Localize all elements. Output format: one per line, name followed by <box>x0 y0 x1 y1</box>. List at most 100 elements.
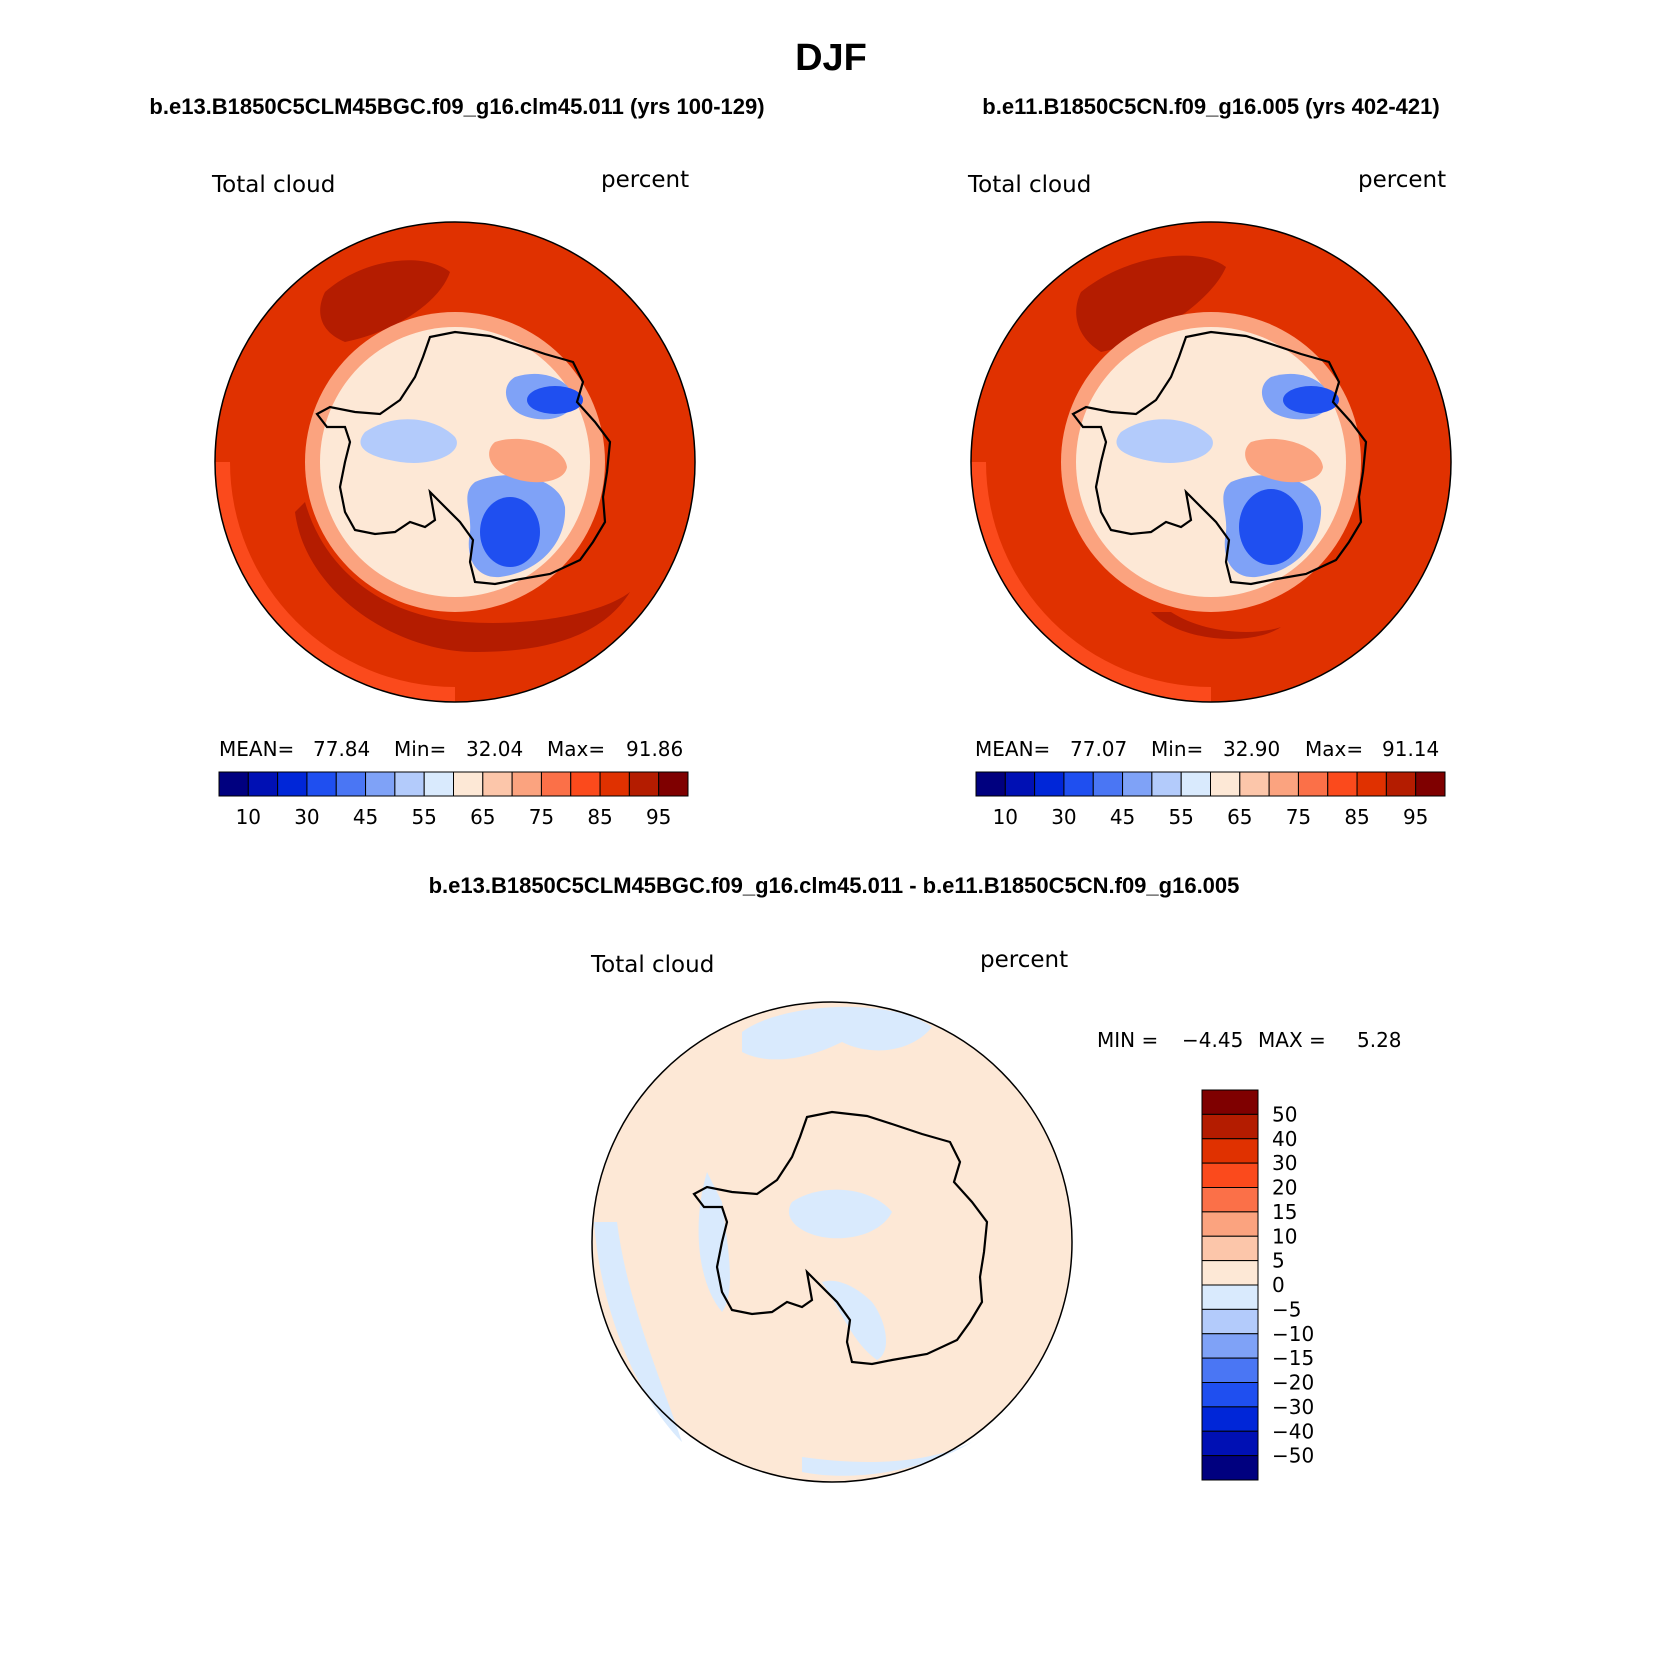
panel1-colorbar-tick-label: 30 <box>294 805 319 829</box>
diff-colorbar-swatch <box>1201 1162 1259 1188</box>
diff-stats: MIN = −4.45 MAX = 5.28 <box>1097 1028 1402 1052</box>
diff-colorbar-swatch <box>1201 1406 1259 1432</box>
panel2-colorbar-tick-label: 10 <box>993 805 1018 829</box>
panel2-title: b.e11.B1850C5CN.f09_g16.005 (yrs 402-421… <box>982 94 1439 119</box>
panel2-colorbar-swatch <box>1004 771 1036 797</box>
panel2-colorbar-swatch <box>1415 771 1446 797</box>
panel2-colorbar-swatch <box>1356 771 1387 797</box>
diff-map <box>591 1001 1073 1483</box>
panel1-variable: Total cloud <box>211 172 335 198</box>
panel2-high-cloud-south <box>1151 612 1281 639</box>
diff-colorbar-swatch <box>1201 1333 1259 1359</box>
diff-colorbar-swatch <box>1201 1235 1259 1262</box>
panel1-high-cloud-band <box>295 502 630 652</box>
panel1-colorbar-swatch <box>482 771 513 797</box>
panel2-map-border <box>970 221 1452 703</box>
panel2-min-label: Min= <box>1151 737 1203 761</box>
diff-colorbar-tick-label: −5 <box>1272 1297 1301 1321</box>
panel1-colorbar-swatch <box>423 771 454 797</box>
panel2-high-cloud-north <box>1076 255 1226 352</box>
diff-colorbar-tick-label: 5 <box>1272 1249 1285 1273</box>
diff-negative-ross <box>822 1280 887 1360</box>
panel2-colorbar-swatch <box>1092 771 1124 797</box>
panel1-high-cloud-north <box>320 260 450 342</box>
panel1-colorbar-tick-label: 75 <box>529 805 554 829</box>
panel1-colorbar-swatch <box>628 771 660 797</box>
panel1-cloud-min-se <box>480 497 540 567</box>
panel1-stats: MEAN= 77.84 Min= 32.04 Max= 91.86 <box>219 737 683 761</box>
panel1-rim <box>215 462 455 702</box>
diff-min-label: MIN = <box>1097 1028 1158 1052</box>
panel2-mean-label: MEAN= <box>975 737 1050 761</box>
panel1-colorbar-swatch <box>306 771 337 797</box>
panel2-colorbar-tick-label: 65 <box>1227 805 1252 829</box>
diff-title: b.e13.B1850C5CLM45BGC.f09_g16.clm45.011 … <box>429 873 1240 898</box>
panel2-map <box>970 221 1452 703</box>
panel2-colorbar-tick-label: 75 <box>1286 805 1311 829</box>
panel2-colorbar-swatch <box>1210 771 1241 797</box>
diff-panel: Total cloud percent MIN = −4.45 MAX = 5.… <box>590 947 1402 1483</box>
panel1-colorbar: 10 30 45 55 65 75 85 95 <box>218 771 689 829</box>
diff-colorbar-tick-label: −30 <box>1272 1395 1314 1419</box>
diff-max-value: 5.28 <box>1357 1028 1402 1052</box>
panel1-colorbar-swatch <box>453 771 484 797</box>
panel1-colorbar-swatch <box>658 771 689 797</box>
panel1-max-value: 91.86 <box>626 737 683 761</box>
panel2: Total cloud percent MEAN= 77.07 Min= 32.… <box>967 167 1452 829</box>
diff-colorbar-tick-label: 20 <box>1272 1176 1297 1200</box>
panel1-map-border <box>214 221 696 703</box>
panel2-colorbar-swatch <box>1063 771 1094 797</box>
panel1-colorbar-swatch <box>511 771 542 797</box>
diff-colorbar-tick-label: −40 <box>1272 1419 1314 1443</box>
panel2-colorbar-tick-label: 45 <box>1110 805 1135 829</box>
panel1-colorbar-swatch <box>540 771 572 797</box>
panel1-mean-label: MEAN= <box>219 737 294 761</box>
panel2-colorbar-tick-label: 95 <box>1403 805 1428 829</box>
diff-colorbar-swatch <box>1201 1455 1259 1481</box>
panel1-colorbar-swatch <box>599 771 630 797</box>
diff-colorbar-tick-label: 10 <box>1272 1224 1297 1248</box>
panel1-colorbar-swatch <box>570 771 601 797</box>
diff-colorbar-swatch <box>1201 1138 1259 1164</box>
panel2-colorbar-swatch <box>1327 771 1358 797</box>
panel2-colorbar-tick-label: 30 <box>1051 805 1076 829</box>
panel2-colorbar-swatch <box>1034 771 1065 797</box>
panel2-colorbar-swatch <box>1122 771 1153 797</box>
panel2-colorbar-swatch <box>1297 771 1329 797</box>
diff-positive-field <box>592 1002 1072 1482</box>
panel1-max-label: Max= <box>547 737 605 761</box>
diff-map-border <box>591 1001 1073 1483</box>
panel2-mean-value: 77.07 <box>1070 737 1127 761</box>
panel2-max-label: Max= <box>1305 737 1363 761</box>
panel2-cloud-min-ne <box>1283 386 1339 414</box>
diff-units: percent <box>980 947 1068 973</box>
diff-colorbar-tick-label: 40 <box>1272 1127 1297 1151</box>
diff-colorbar-tick-label: 0 <box>1272 1273 1285 1297</box>
panel1-colorbar-swatch <box>277 771 308 797</box>
panel2-units: percent <box>1358 167 1446 193</box>
panel1-units: percent <box>601 167 689 193</box>
panel1-min-label: Min= <box>394 737 446 761</box>
panel2-rim <box>971 462 1211 702</box>
panel2-colorbar-tick-label: 55 <box>1168 805 1193 829</box>
season-title: DJF <box>795 37 867 79</box>
panel2-stats: MEAN= 77.07 Min= 32.90 Max= 91.14 <box>975 737 1439 761</box>
panel1-cloud-min-ne <box>527 386 583 414</box>
panel1-colorbar-tick-label: 45 <box>353 805 378 829</box>
panel1-colorbar-tick-label: 55 <box>411 805 436 829</box>
diff-colorbar-swatch <box>1201 1430 1259 1457</box>
panel1-colorbar-swatch <box>394 771 425 797</box>
diff-colorbar-tick-label: −50 <box>1272 1444 1314 1468</box>
panel1-colorbar-swatch <box>365 771 396 797</box>
panel2-colorbar-swatch <box>1239 771 1270 797</box>
panel1-colorbar-tick-label: 95 <box>646 805 671 829</box>
diff-min-value: −4.45 <box>1182 1028 1243 1052</box>
diff-colorbar-swatch <box>1201 1357 1259 1383</box>
diff-variable: Total cloud <box>590 952 714 978</box>
panel2-colorbar-swatch <box>1151 771 1182 797</box>
panel1-colorbar-swatch <box>335 771 367 797</box>
panel1: Total cloud percent MEAN= 77.84 Min= 32.… <box>211 167 696 829</box>
diff-colorbar-tick-label: −20 <box>1272 1371 1314 1395</box>
